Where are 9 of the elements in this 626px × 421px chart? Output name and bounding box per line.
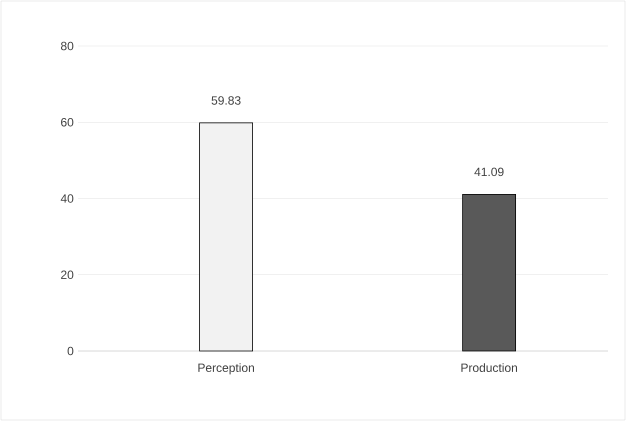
x-tick-label: Perception bbox=[198, 363, 254, 374]
data-label: 41.09 bbox=[474, 168, 504, 176]
x-tick-label: Production bbox=[461, 363, 518, 372]
y-tick-label: 60 bbox=[61, 118, 74, 126]
data-label: 59.83 bbox=[212, 96, 241, 105]
y-tick-label: 40 bbox=[60, 194, 74, 203]
y-tick-label: 20 bbox=[61, 270, 74, 279]
y-tick-label: 0 bbox=[68, 346, 74, 356]
y-tick-label: 80 bbox=[60, 42, 74, 50]
